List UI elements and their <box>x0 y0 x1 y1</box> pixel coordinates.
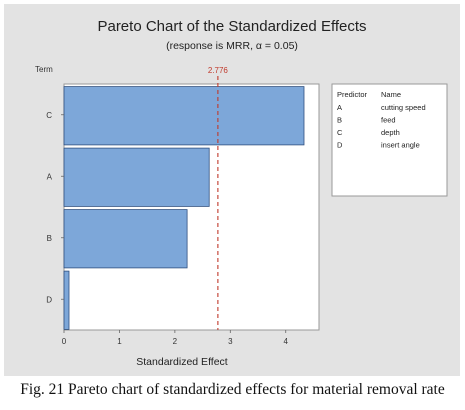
legend-name-c: depth <box>381 128 400 137</box>
y-axis-title: Term <box>35 65 53 74</box>
x-tick-label-0: 0 <box>62 337 67 346</box>
legend-key-d: D <box>337 141 343 150</box>
bar-b <box>63 209 188 269</box>
legend: Predictor Name A cutting speed B feed C depth D i… <box>331 83 448 197</box>
legend-name-d: insert angle <box>381 141 420 150</box>
y-tick-labels: C A B D <box>46 111 64 304</box>
x-axis-title: Standardized Effect <box>136 356 228 368</box>
reference-line-label: 2.776 <box>208 66 229 75</box>
y-tick-label-c: C <box>46 111 52 120</box>
x-tick-label-2: 2 <box>173 337 178 346</box>
pareto-chart: Pareto Chart of the Standardized Effects… <box>35 18 448 368</box>
x-tick-label-3: 3 <box>228 337 233 346</box>
legend-header-predictor: Predictor <box>337 90 368 99</box>
legend-key-a: A <box>337 103 342 112</box>
x-tick-label-1: 1 <box>117 337 122 346</box>
x-tick-labels: 0 1 2 3 4 <box>62 330 289 346</box>
legend-name-a: cutting speed <box>381 103 426 112</box>
figure-caption: Fig. 21 Pareto chart of standardized eff… <box>20 381 445 398</box>
bar-c <box>63 86 305 146</box>
bar-a <box>63 147 210 207</box>
y-tick-label-a: A <box>47 172 53 181</box>
legend-header-name: Name <box>381 90 401 99</box>
y-tick-label-b: B <box>47 234 52 243</box>
chart-title: Pareto Chart of the Standardized Effects <box>97 18 366 35</box>
bar-d <box>63 270 70 330</box>
reference-line-group: 2.776 <box>208 66 229 330</box>
legend-key-b: B <box>337 116 342 125</box>
x-tick-label-4: 4 <box>284 337 289 346</box>
legend-box <box>331 83 448 197</box>
chart-subtitle: (response is MRR, α = 0.05) <box>166 40 298 52</box>
legend-name-b: feed <box>381 116 396 125</box>
legend-key-c: C <box>337 128 343 137</box>
bars-group <box>63 86 305 330</box>
y-tick-label-d: D <box>46 295 52 304</box>
chart-frame: Pareto Chart of the Standardized Effects… <box>4 4 460 376</box>
